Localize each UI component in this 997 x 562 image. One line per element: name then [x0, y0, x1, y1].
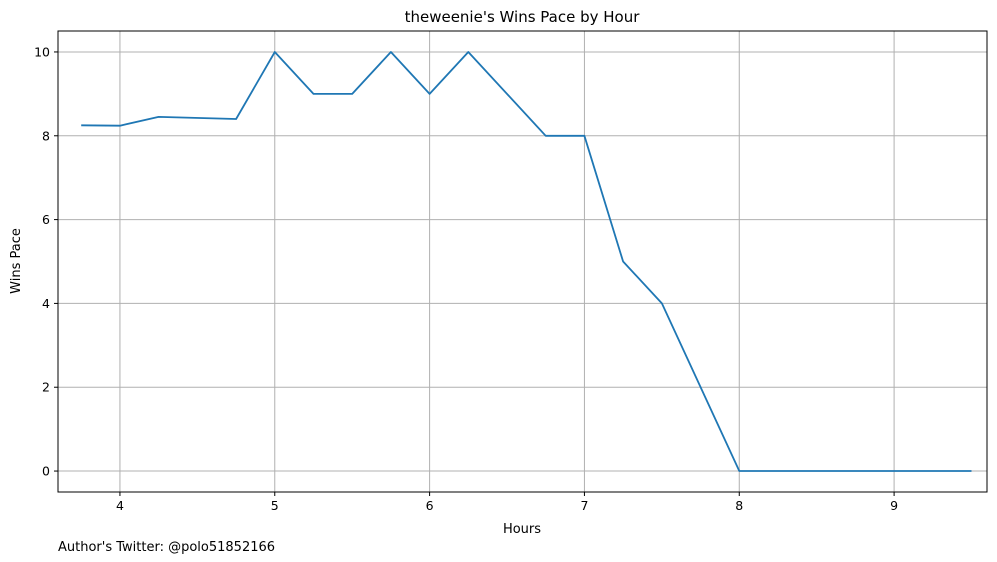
y-tick-label: 8: [42, 128, 50, 143]
y-axis-label: Wins Pace: [9, 228, 24, 294]
y-tick-label: 4: [42, 296, 50, 311]
x-tick-label: 7: [580, 498, 588, 513]
y-tick-label: 2: [42, 380, 50, 395]
plot-frame: [57, 30, 988, 493]
chart-title: theweenie's Wins Pace by Hour: [405, 8, 641, 26]
axis-ticks: 4 5 6 7 8 9 0 2 4 6 8 10: [34, 44, 898, 513]
x-tick-label: 5: [271, 498, 279, 513]
author-footnote: Author's Twitter: @polo51852166: [58, 540, 275, 555]
y-tick-label: 6: [42, 212, 50, 227]
x-tick-label: 9: [890, 498, 898, 513]
x-tick-label: 4: [116, 498, 124, 513]
y-tick-label: 0: [42, 464, 50, 479]
x-tick-label: 6: [426, 498, 434, 513]
y-tick-label: 10: [34, 44, 50, 59]
series-line: [81, 51, 972, 472]
x-tick-label: 8: [735, 498, 743, 513]
x-axis-label: Hours: [503, 522, 541, 537]
series-layer: [81, 51, 972, 472]
grid-lines: [58, 31, 987, 492]
